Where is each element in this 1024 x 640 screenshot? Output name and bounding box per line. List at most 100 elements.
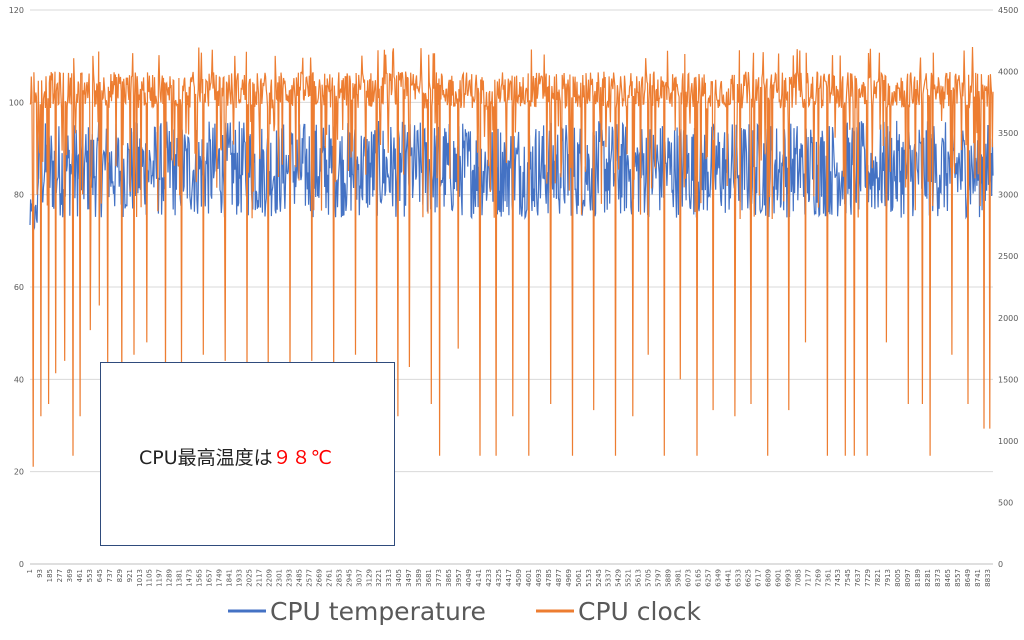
right-tick-label: 2500 xyxy=(998,252,1018,261)
x-tick-label: 7361 xyxy=(824,569,832,587)
left-tick-label: 120 xyxy=(9,6,24,15)
right-tick-label: 500 xyxy=(998,498,1013,507)
x-tick-label: 7177 xyxy=(804,569,812,587)
legend-label-temperature: CPU temperature xyxy=(270,597,486,626)
x-tick-label: 2761 xyxy=(325,569,333,587)
annotation-prefix: CPU最高温度は xyxy=(139,447,273,469)
x-tick-label: 2945 xyxy=(345,569,353,587)
x-tick-label: 6349 xyxy=(714,569,722,587)
left-tick-label: 100 xyxy=(9,98,24,107)
x-tick-label: 7729 xyxy=(864,569,872,587)
x-tick-label: 1565 xyxy=(196,569,204,587)
x-axis-ticks: 1 93 185 277 369 461 553 645 737 829 921 1013 1105 11… xyxy=(26,569,992,587)
x-tick-label: 8281 xyxy=(924,569,932,587)
left-tick-label: 0 xyxy=(19,560,24,569)
x-tick-label: 7913 xyxy=(884,569,892,587)
x-tick-label: 2577 xyxy=(305,569,313,587)
x-tick-label: 4233 xyxy=(485,569,493,587)
annotation-text: CPU最高温度は９８℃ xyxy=(139,443,332,470)
left-tick-label: 80 xyxy=(14,191,24,200)
x-tick-label: 8833 xyxy=(984,569,992,587)
x-tick-label: 6993 xyxy=(784,569,792,587)
x-tick-label: 3865 xyxy=(445,569,453,587)
series-cpu-temperature xyxy=(29,120,994,232)
x-tick-label: 4969 xyxy=(565,569,573,587)
annotation-value: ９８℃ xyxy=(272,447,332,469)
x-tick-label: 1289 xyxy=(166,569,174,587)
x-tick-label: 4141 xyxy=(475,569,483,587)
annotation-box: CPU最高温度は９８℃ xyxy=(100,362,395,546)
x-tick-label: 5245 xyxy=(595,569,603,587)
x-tick-label: 5061 xyxy=(575,569,583,587)
right-tick-label: 4500 xyxy=(998,6,1018,15)
x-tick-label: 1841 xyxy=(226,569,234,587)
x-tick-label: 829 xyxy=(116,569,124,582)
x-tick-label: 1657 xyxy=(206,569,214,587)
left-tick-label: 40 xyxy=(14,375,24,384)
plot-area xyxy=(29,46,994,467)
x-tick-label: 6073 xyxy=(685,569,693,587)
x-tick-label: 4325 xyxy=(495,569,503,587)
x-tick-label: 3405 xyxy=(395,569,403,587)
x-tick-label: 5889 xyxy=(665,569,673,587)
x-tick-label: 6441 xyxy=(724,569,732,587)
x-tick-label: 8465 xyxy=(944,569,952,587)
left-tick-label: 20 xyxy=(14,468,24,477)
x-tick-label: 461 xyxy=(76,569,84,582)
x-tick-label: 2853 xyxy=(335,569,343,587)
x-tick-label: 7637 xyxy=(854,569,862,587)
x-tick-label: 3129 xyxy=(365,569,373,587)
x-tick-label: 3589 xyxy=(415,569,423,587)
x-tick-label: 2209 xyxy=(265,569,273,587)
x-tick-label: 1933 xyxy=(236,569,244,587)
x-tick-label: 8097 xyxy=(904,569,912,587)
x-tick-label: 3681 xyxy=(425,569,433,587)
x-tick-label: 1197 xyxy=(156,569,164,587)
x-tick-label: 6257 xyxy=(705,569,713,587)
x-tick-label: 8557 xyxy=(954,569,962,587)
x-tick-label: 8373 xyxy=(934,569,942,587)
x-tick-label: 2301 xyxy=(275,569,283,587)
x-tick-label: 1 xyxy=(26,569,34,573)
x-tick-label: 6717 xyxy=(754,569,762,587)
x-tick-label: 5521 xyxy=(625,569,633,587)
x-tick-label: 6533 xyxy=(734,569,742,587)
x-tick-label: 7545 xyxy=(844,569,852,587)
x-tick-label: 277 xyxy=(56,569,64,582)
x-tick-label: 5337 xyxy=(605,569,613,587)
x-tick-label: 2025 xyxy=(246,569,254,587)
right-tick-label: 4000 xyxy=(998,68,1018,77)
x-tick-label: 4601 xyxy=(525,569,533,587)
x-tick-label: 3957 xyxy=(455,569,463,587)
x-tick-label: 921 xyxy=(126,569,134,582)
right-tick-label: 0 xyxy=(998,560,1003,569)
legend-label-clock: CPU clock xyxy=(578,597,702,626)
x-tick-label: 6625 xyxy=(744,569,752,587)
x-tick-label: 7085 xyxy=(794,569,802,587)
right-tick-label: 3000 xyxy=(998,191,1018,200)
x-tick-label: 6901 xyxy=(774,569,782,587)
x-tick-label: 185 xyxy=(46,569,54,582)
x-tick-label: 1013 xyxy=(136,569,144,587)
left-axis-ticks: 0 20 40 60 80 100 120 xyxy=(9,6,24,569)
left-tick-label: 60 xyxy=(14,283,24,292)
x-tick-label: 1749 xyxy=(216,569,224,587)
x-tick-label: 2669 xyxy=(315,569,323,587)
x-tick-label: 8189 xyxy=(914,569,922,587)
x-tick-label: 3497 xyxy=(405,569,413,587)
x-tick-label: 5705 xyxy=(645,569,653,587)
x-tick-label: 1381 xyxy=(176,569,184,587)
right-tick-label: 2000 xyxy=(998,314,1018,323)
x-tick-label: 4049 xyxy=(465,569,473,587)
x-tick-label: 2117 xyxy=(255,569,263,587)
x-tick-label: 5797 xyxy=(655,569,663,587)
x-tick-label: 5153 xyxy=(585,569,593,587)
x-tick-label: 1473 xyxy=(186,569,194,587)
x-tick-label: 7821 xyxy=(874,569,882,587)
x-tick-label: 6165 xyxy=(695,569,703,587)
x-tick-label: 4785 xyxy=(545,569,553,587)
x-tick-label: 5613 xyxy=(635,569,643,587)
x-tick-label: 3037 xyxy=(355,569,363,587)
x-tick-label: 2485 xyxy=(295,569,303,587)
